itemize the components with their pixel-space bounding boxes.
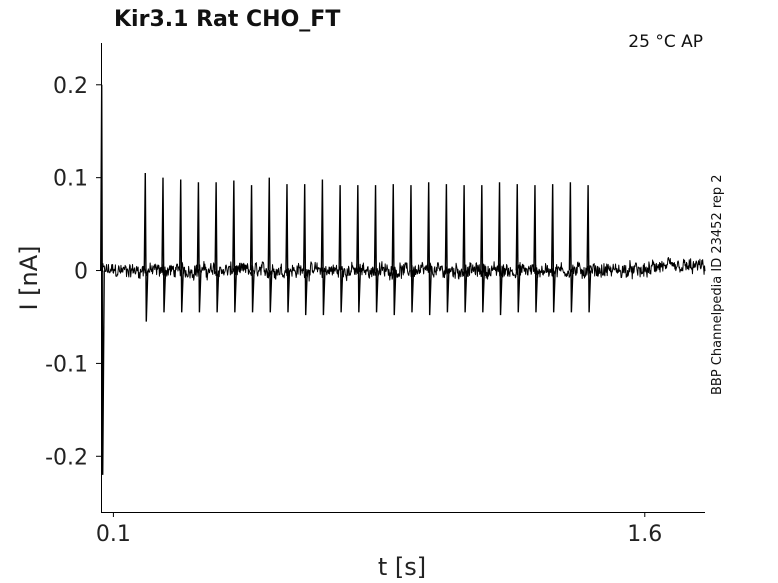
spike <box>480 185 486 313</box>
spike <box>249 185 255 313</box>
spike <box>196 182 202 313</box>
spike <box>550 184 556 313</box>
y-tick-label: 0.2 <box>53 74 88 99</box>
spike <box>267 177 273 313</box>
spike <box>356 185 362 313</box>
spike <box>373 185 379 313</box>
spike <box>143 173 149 322</box>
y-tick-label: -0.1 <box>45 352 88 377</box>
side-label: BBP Channelpedia ID 23452 rep 2 <box>710 174 725 395</box>
spike <box>515 184 521 313</box>
spike <box>179 179 184 313</box>
spike <box>303 184 308 316</box>
spike <box>338 185 344 313</box>
plot-area <box>100 84 706 475</box>
chart-title: Kir3.1 Rat CHO_FT <box>114 7 340 32</box>
y-tick-label: 0 <box>74 260 88 285</box>
y-tick-label: 0.1 <box>53 167 88 192</box>
spike <box>444 184 450 313</box>
current-trace <box>101 256 706 282</box>
spike <box>232 180 238 313</box>
spike <box>426 182 432 316</box>
conditions-label: 25 °C AP <box>628 32 703 52</box>
x-ticks: 0.1 1.6 <box>96 512 662 547</box>
x-axis-label: t [s] <box>378 553 426 581</box>
spike <box>462 185 468 313</box>
spike <box>214 182 220 313</box>
y-axis-label: I [nA] <box>15 245 43 310</box>
x-tick-label: 1.6 <box>627 522 662 547</box>
y-tick-label: -0.2 <box>45 445 88 470</box>
spike <box>586 185 592 313</box>
spike <box>161 177 167 313</box>
y-ticks: 0.2 0.1 0 -0.1 -0.2 <box>45 74 101 470</box>
spike <box>285 184 291 313</box>
spike <box>391 184 397 316</box>
spike <box>320 179 326 316</box>
spike <box>533 185 539 313</box>
x-tick-label: 0.1 <box>96 522 131 547</box>
spike <box>568 182 574 313</box>
spike <box>409 185 415 313</box>
spike <box>497 182 503 316</box>
spike-layer <box>100 84 592 475</box>
